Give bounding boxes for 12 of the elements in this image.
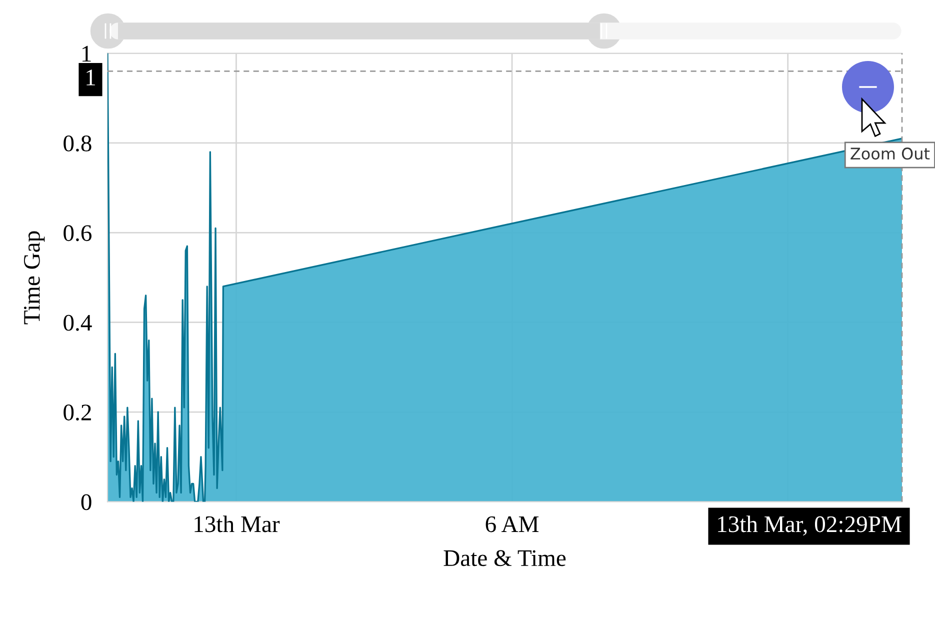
y-tick-label: 1 [82,46,91,62]
annotation: Zoom Out [850,148,930,160]
x-axis-title: Date & Time [444,550,566,566]
y-tick-label: 0 [81,494,92,510]
y-tick-label: 0.4 [64,314,92,331]
y-axis-title: Time Gap [24,231,45,324]
ref-line-label: 13th Mar, 02:29PM [718,516,902,536]
x-tick-label: 6 AM [486,516,539,532]
x-tick-label: 13th Mar [194,516,280,532]
y-tick-label: 0.8 [64,135,92,152]
y-tick-label: 0.2 [64,404,91,421]
y-tick-label: 0.6 [64,225,92,242]
